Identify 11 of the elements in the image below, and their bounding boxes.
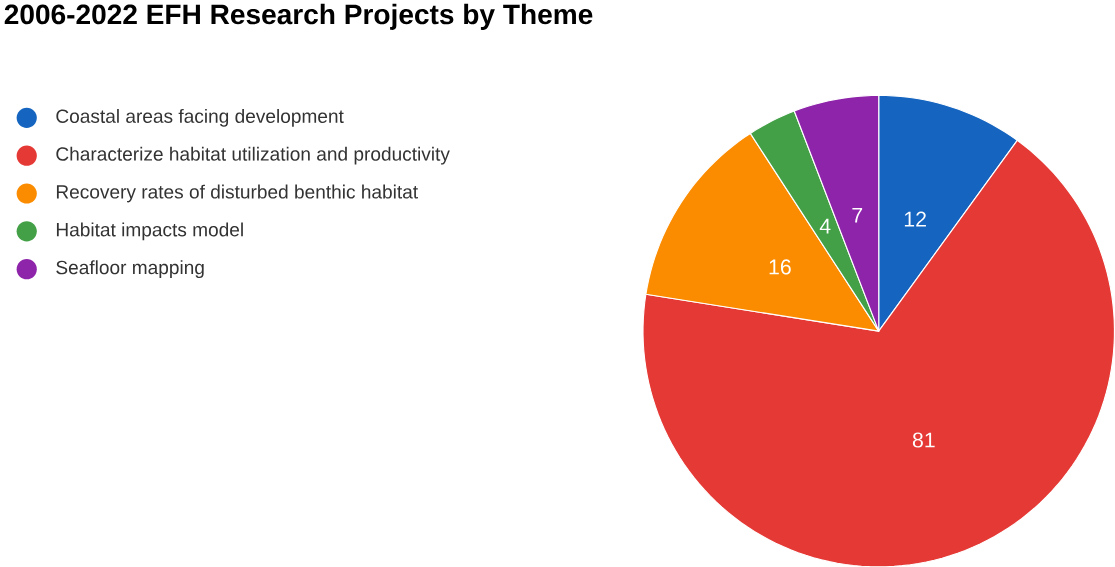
legend-label: Habitat impacts model: [56, 222, 243, 241]
data-label: 12: [904, 211, 926, 227]
chart-title: 2006-2022 EFH Research Projects by Theme: [4, 3, 593, 30]
legend-label: Coastal areas facing development: [56, 108, 344, 127]
data-label: 16: [769, 259, 791, 275]
legend-label: Recovery rates of disturbed benthic habitat: [56, 184, 418, 203]
data-label: 81: [912, 432, 935, 448]
legend-label: Characterize habitat utilization and productivity: [56, 146, 450, 165]
legend-label: Seafloor mapping: [56, 260, 204, 278]
data-label: 7: [852, 207, 863, 223]
data-label: 4: [819, 218, 831, 234]
